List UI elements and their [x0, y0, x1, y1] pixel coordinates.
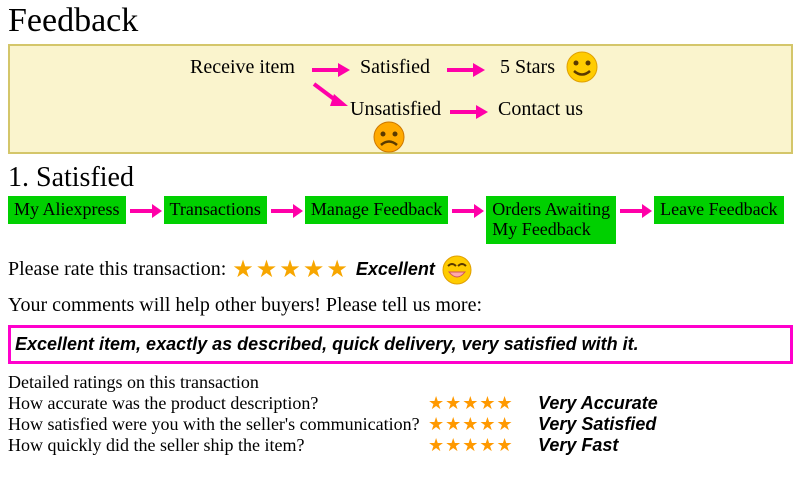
flow-5stars: 5 Stars [500, 56, 555, 79]
arrow-diagonal-icon [310, 80, 350, 110]
detail-stars: ★★★★★ [428, 414, 538, 435]
detail-stars: ★★★★★ [428, 435, 538, 456]
detail-answer: Very Satisfied [538, 414, 656, 435]
page-title: Feedback [0, 0, 801, 42]
happy-face-icon [565, 50, 599, 84]
laugh-face-icon [441, 254, 473, 286]
step-leave-feedback: Leave Feedback [654, 196, 783, 224]
section-title: 1. Satisfied [0, 158, 801, 196]
flow-receive: Receive item [190, 56, 295, 79]
detail-question: How satisfied were you with the seller's… [8, 414, 428, 435]
step-my-aliexpress: My Aliexpress [8, 196, 126, 224]
comment-quote: Excellent item, exactly as described, qu… [8, 325, 793, 364]
step-orders-awaiting: Orders Awaiting My Feedback [486, 196, 616, 244]
detail-row: How accurate was the product description… [0, 393, 801, 414]
comments-prompt: Your comments will help other buyers! Pl… [0, 288, 801, 323]
detail-answer: Very Fast [538, 435, 618, 456]
detail-row: How satisfied were you with the seller's… [0, 414, 801, 435]
arrow-right-icon [126, 196, 164, 226]
rate-row: Please rate this transaction: ★★★★★ Exce… [0, 244, 801, 288]
steps-row: My Aliexpress Transactions Manage Feedba… [0, 196, 801, 244]
arrow-right-icon [616, 196, 654, 226]
arrow-right-icon [448, 196, 486, 226]
arrow-right-icon [310, 60, 350, 80]
arrow-right-icon [267, 196, 305, 226]
rate-label: Please rate this transaction: [8, 258, 226, 281]
detail-answer: Very Accurate [538, 393, 658, 414]
sad-face-icon [372, 120, 406, 154]
detail-question: How quickly did the seller ship the item… [8, 435, 428, 456]
arrow-right-icon [448, 102, 488, 122]
detail-heading: Detailed ratings on this transaction [0, 366, 801, 393]
step-manage-feedback: Manage Feedback [305, 196, 448, 224]
detail-stars: ★★★★★ [428, 393, 538, 414]
rate-word: Excellent [356, 259, 435, 280]
flow-contact: Contact us [498, 98, 583, 121]
rate-stars: ★★★★★ [232, 255, 350, 284]
detail-question: How accurate was the product description… [8, 393, 428, 414]
arrow-right-icon [445, 60, 485, 80]
flow-unsatisfied: Unsatisfied [350, 98, 441, 121]
flow-satisfied: Satisfied [360, 56, 430, 79]
flow-diagram: Receive item Satisfied 5 Stars Unsatisfi… [8, 44, 793, 154]
step-transactions: Transactions [164, 196, 267, 224]
detail-row: How quickly did the seller ship the item… [0, 435, 801, 456]
